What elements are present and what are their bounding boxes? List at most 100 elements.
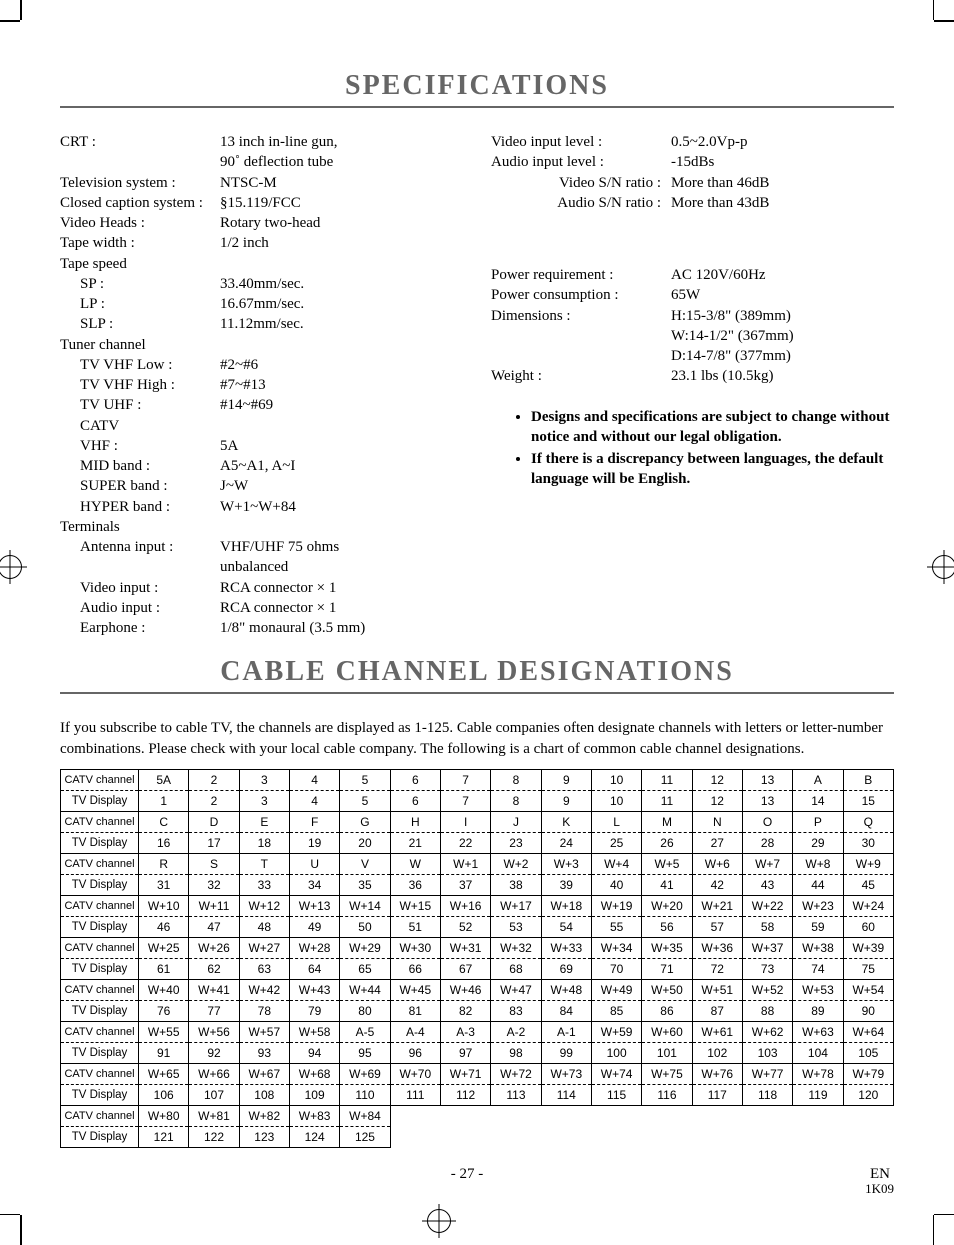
cable-cell: M — [642, 811, 692, 832]
spec-row: CATV — [60, 416, 463, 436]
spec-key: Power consumption : — [491, 285, 671, 305]
row-label: TV Display — [61, 832, 139, 853]
cable-cell: W+28 — [289, 937, 339, 958]
cable-cell: 55 — [591, 916, 641, 937]
display-row: TV Display313233343536373839404142434445 — [61, 874, 894, 895]
cable-cell: W+73 — [541, 1063, 591, 1084]
cable-cell: W+11 — [189, 895, 239, 916]
cable-cell: W+32 — [491, 937, 541, 958]
crop-mark — [20, 1215, 22, 1245]
cable-cell — [491, 1126, 541, 1147]
cable-cell: W+43 — [289, 979, 339, 1000]
cable-cell: W+16 — [440, 895, 490, 916]
note-item: If there is a discrepancy between langua… — [531, 449, 894, 490]
catv-row: CATV channelW+25W+26W+27W+28W+29W+30W+31… — [61, 937, 894, 958]
cable-cell: 5 — [340, 790, 390, 811]
cable-cell: H — [390, 811, 440, 832]
cable-cell: W+38 — [793, 937, 843, 958]
cable-cell: 121 — [139, 1126, 189, 1147]
cable-cell: W+17 — [491, 895, 541, 916]
spec-value: 13 inch in-line gun, — [220, 132, 463, 152]
cable-cell: W — [390, 853, 440, 874]
cable-cell: 90 — [843, 1000, 893, 1021]
cable-cell: 80 — [340, 1000, 390, 1021]
cable-cell: 108 — [239, 1084, 289, 1105]
cable-cell: 54 — [541, 916, 591, 937]
cable-cell: 64 — [289, 958, 339, 979]
cable-cell: 91 — [139, 1042, 189, 1063]
spec-key: Video input level : — [491, 132, 671, 152]
cable-cell: 2 — [189, 790, 239, 811]
cable-cell: W+20 — [642, 895, 692, 916]
cable-cell: B — [843, 769, 893, 790]
cable-cell: W+12 — [239, 895, 289, 916]
cable-cell: W+77 — [742, 1063, 792, 1084]
cable-cell: 10 — [591, 790, 641, 811]
cable-cell: W+4 — [591, 853, 641, 874]
cable-cell: 70 — [591, 958, 641, 979]
cable-cell: A-3 — [440, 1021, 490, 1042]
cable-cell: 87 — [692, 1000, 742, 1021]
spec-value: More than 43dB — [671, 193, 894, 213]
cable-cell: 125 — [340, 1126, 390, 1147]
cable-cell — [793, 1105, 843, 1126]
cable-cell: 74 — [793, 958, 843, 979]
cable-cell: W+65 — [139, 1063, 189, 1084]
display-row: TV Display161718192021222324252627282930 — [61, 832, 894, 853]
spec-key: Power requirement : — [491, 265, 671, 285]
cable-cell: W+23 — [793, 895, 843, 916]
spec-key: Tape speed — [60, 254, 220, 274]
cable-cell: 4 — [289, 769, 339, 790]
crop-mark — [0, 1214, 20, 1216]
spec-key: CRT : — [60, 132, 220, 152]
spec-row: LP :16.67mm/sec. — [60, 294, 463, 314]
row-label: TV Display — [61, 874, 139, 895]
cable-cell — [390, 1105, 440, 1126]
row-label: CATV channel — [61, 1063, 139, 1084]
spec-value: 11.12mm/sec. — [220, 314, 463, 334]
cable-cell: W+9 — [843, 853, 893, 874]
cable-cell: 60 — [843, 916, 893, 937]
cable-cell: 4 — [289, 790, 339, 811]
cable-cell: 50 — [340, 916, 390, 937]
cable-cell: 36 — [390, 874, 440, 895]
spec-key: LP : — [60, 294, 220, 314]
spec-row: SP :33.40mm/sec. — [60, 274, 463, 294]
cable-cell: W+75 — [642, 1063, 692, 1084]
page-footer: - 27 - EN — [60, 1166, 894, 1183]
spec-key: SLP : — [60, 314, 220, 334]
spec-row: Antenna input :VHF/UHF 75 ohms — [60, 537, 463, 557]
cable-cell: 43 — [742, 874, 792, 895]
cable-cell: 6 — [390, 769, 440, 790]
spec-value: #7~#13 — [220, 375, 463, 395]
cable-cell: W+1 — [440, 853, 490, 874]
cable-cell: 24 — [541, 832, 591, 853]
spec-row: Television system :NTSC-M — [60, 173, 463, 193]
cable-cell: W+39 — [843, 937, 893, 958]
display-row: TV Display767778798081828384858687888990 — [61, 1000, 894, 1021]
spec-row: Dimensions :H:15-3/8" (389mm) — [491, 306, 894, 326]
cable-cell: 97 — [440, 1042, 490, 1063]
cable-cell: W+57 — [239, 1021, 289, 1042]
cable-cell: 116 — [642, 1084, 692, 1105]
spec-key: TV UHF : — [60, 395, 220, 415]
spec-key: MID band : — [60, 456, 220, 476]
cable-cell: 9 — [541, 769, 591, 790]
cable-cell — [742, 1126, 792, 1147]
cable-cell: 17 — [189, 832, 239, 853]
spec-row: TV VHF High :#7~#13 — [60, 375, 463, 395]
cable-cell: W+79 — [843, 1063, 893, 1084]
spec-value: unbalanced — [220, 557, 463, 577]
cable-cell: 32 — [189, 874, 239, 895]
spec-value: 1/8" monaural (3.5 mm) — [220, 618, 463, 638]
cable-cell: W+62 — [742, 1021, 792, 1042]
cable-cell: P — [793, 811, 843, 832]
cable-cell: W+76 — [692, 1063, 742, 1084]
catv-row: CATV channelCDEFGHIJKLMNOPQ — [61, 811, 894, 832]
cable-cell: W+64 — [843, 1021, 893, 1042]
cable-cell: 58 — [742, 916, 792, 937]
spec-row: D:14-7/8" (377mm) — [491, 346, 894, 366]
cable-cell: 102 — [692, 1042, 742, 1063]
spec-key: SP : — [60, 274, 220, 294]
cable-cell: 75 — [843, 958, 893, 979]
